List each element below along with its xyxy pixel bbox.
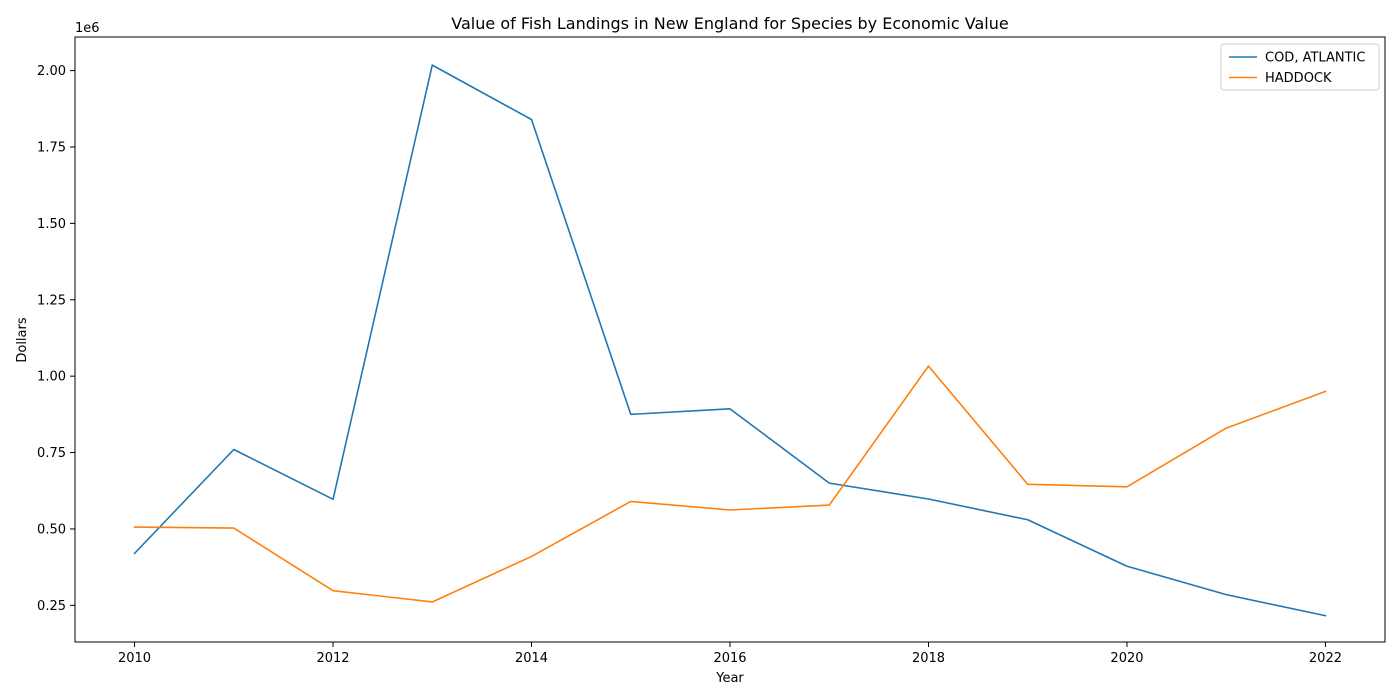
legend: COD, ATLANTIC HADDOCK (1220, 43, 1380, 91)
x-tick-label: 2010 (118, 651, 151, 666)
legend-box (1220, 43, 1380, 91)
y-axis-title: Dollars (15, 317, 30, 362)
legend-label: COD, ATLANTIC (1265, 51, 1365, 66)
y-offset-label: 1e6 (75, 21, 100, 36)
x-tick-label: 2012 (316, 651, 349, 666)
y-tick-label: 0.50 (37, 522, 66, 537)
x-tick-label: 2016 (713, 651, 746, 666)
y-tick-label: 1.00 (37, 370, 66, 385)
chart-title: Value of Fish Landings in New England fo… (451, 14, 1008, 33)
y-tick-label: 1.50 (37, 217, 66, 232)
y-tick-label: 1.25 (37, 293, 66, 308)
x-tick-label: 2018 (912, 651, 945, 666)
y-axis: 0.25 0.50 0.75 1.00 1.25 1.50 1.75 2.00 (37, 64, 75, 614)
x-tick-label: 2020 (1110, 651, 1143, 666)
y-tick-label: 0.75 (37, 446, 66, 461)
legend-label: HADDOCK (1265, 71, 1332, 86)
y-tick-label: 1.75 (37, 141, 66, 156)
y-tick-label: 2.00 (37, 64, 66, 79)
x-axis-title: Year (715, 671, 744, 686)
x-tick-label: 2022 (1309, 651, 1342, 666)
x-axis: 2010 2012 2014 2016 2018 2020 2022 (118, 642, 1342, 666)
y-tick-label: 0.25 (37, 599, 66, 614)
x-tick-label: 2014 (515, 651, 548, 666)
series-group (133, 64, 1327, 617)
series-line-1 (133, 64, 1327, 617)
series-line-2 (133, 365, 1327, 603)
